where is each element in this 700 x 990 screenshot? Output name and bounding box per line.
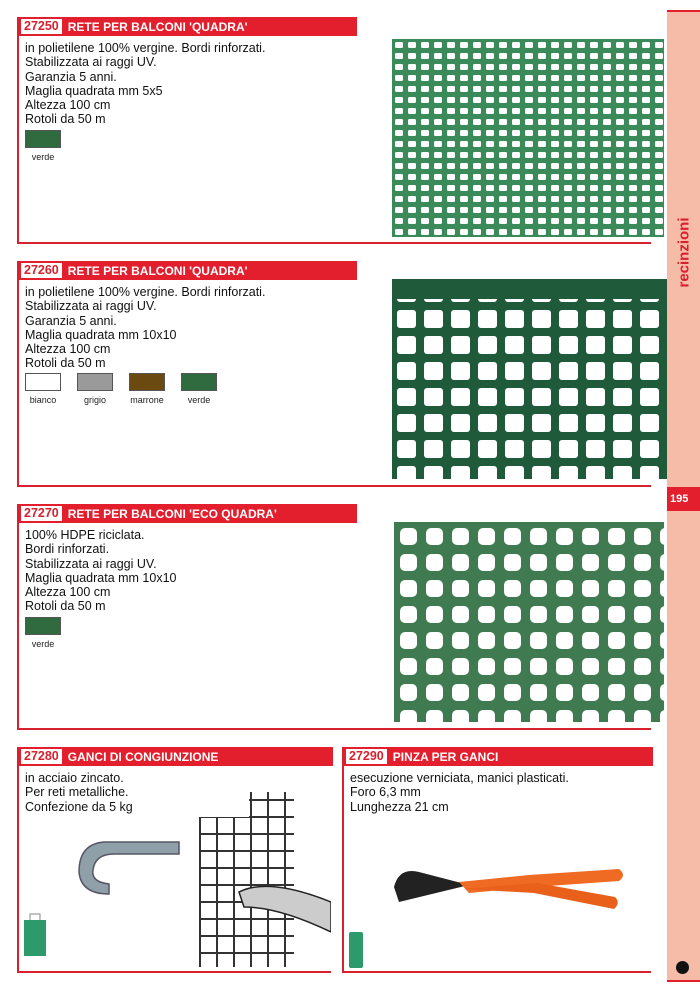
product-code: 27250: [21, 19, 62, 34]
desc-line: Foro 6,3 mm: [350, 785, 421, 800]
color-swatches: verde: [25, 130, 61, 162]
product-header: 27250 RETE PER BALCONI 'QUADRA': [19, 17, 357, 36]
page-number: 195: [667, 487, 700, 511]
product-header: 27290 PINZA PER GANCI: [344, 747, 653, 766]
product-code: 27290: [346, 749, 387, 764]
desc-line: Altezza 100 cm: [25, 98, 111, 113]
desc-line: Lunghezza 21 cm: [350, 799, 449, 814]
product-title: RETE PER BALCONI 'ECO QUADRA': [67, 506, 277, 521]
mesh-pliers-image: [199, 792, 331, 967]
desc-line: Stabilizzata ai raggi UV.: [25, 556, 157, 571]
desc-line: Garanzia 5 anni.: [25, 69, 117, 84]
swatch-grigio: grigio: [77, 373, 113, 405]
product-description: esecuzione verniciata, manici plasticati…: [350, 771, 569, 814]
desc-line: Confezione da 5 kg: [25, 799, 133, 814]
product-title: GANCI DI CONGIUNZIONE: [67, 749, 219, 764]
desc-line: Maglia quadrata mm 10x10: [25, 570, 177, 585]
swatch-verde: verde: [181, 373, 217, 405]
desc-line: Maglia quadrata mm 10x10: [25, 327, 177, 342]
desc-line: Garanzia 5 anni.: [25, 313, 117, 328]
product-27270: 27270 RETE PER BALCONI 'ECO QUADRA' 100% …: [17, 504, 664, 730]
desc-line: Rotoli da 50 m: [25, 599, 106, 614]
product-27250: 27250 RETE PER BALCONI 'QUADRA' in poliet…: [17, 17, 664, 244]
desc-line: esecuzione verniciata, manici plasticati…: [350, 771, 569, 785]
swatch-bianco: bianco: [25, 373, 61, 405]
package-icon: [24, 913, 46, 956]
desc-line: Stabilizzata ai raggi UV.: [25, 55, 157, 70]
desc-line: in acciaio zincato.: [25, 771, 124, 785]
product-header: 27270 RETE PER BALCONI 'ECO QUADRA': [19, 504, 357, 523]
desc-line: in polietilene 100% vergine. Bordi rinfo…: [25, 41, 266, 55]
color-swatches: verde: [25, 617, 61, 649]
product-code: 27270: [21, 506, 62, 521]
product-27280: 27280 GANCI DI CONGIUNZIONE in acciaio zi…: [17, 747, 333, 973]
swatch-marrone: marrone: [129, 373, 165, 405]
product-description: 100% HDPE riciclata. Bordi rinforzati. Sta…: [25, 528, 176, 614]
pliers-image: [394, 869, 623, 909]
hook-image: [78, 841, 180, 895]
brand-logo-icon: [676, 961, 689, 974]
desc-line: Stabilizzata ai raggi UV.: [25, 299, 157, 314]
net-image-5x5: [392, 39, 664, 237]
product-code: 27260: [21, 263, 62, 278]
desc-line: Altezza 100 cm: [25, 342, 111, 357]
product-title: RETE PER BALCONI 'QUADRA': [67, 19, 248, 34]
category-label: recinzioni: [667, 202, 700, 302]
desc-line: Rotoli da 50 m: [25, 356, 106, 371]
desc-line: Per reti metalliche.: [25, 785, 129, 800]
desc-line: Maglia quadrata mm 5x5: [25, 83, 163, 98]
swatch-verde: verde: [25, 617, 61, 649]
package-icon: [349, 932, 363, 968]
desc-line: in polietilene 100% vergine. Bordi rinfo…: [25, 285, 266, 299]
product-header: 27280 GANCI DI CONGIUNZIONE: [19, 747, 333, 766]
product-27290: 27290 PINZA PER GANCI esecuzione vernicia…: [342, 747, 653, 973]
net-image-10x10: [392, 279, 667, 479]
product-description: in acciaio zincato. Per reti metalliche. C…: [25, 771, 133, 814]
desc-line: Bordi rinforzati.: [25, 542, 110, 557]
product-title: RETE PER BALCONI 'QUADRA': [67, 263, 248, 278]
color-swatches: bianco grigio marrone verde: [25, 373, 217, 405]
desc-line: Rotoli da 50 m: [25, 112, 106, 127]
product-code: 27280: [21, 749, 62, 764]
product-title: PINZA PER GANCI: [392, 749, 499, 764]
product-27260: 27260 RETE PER BALCONI 'QUADRA' in poliet…: [17, 261, 667, 487]
sidebar-tab: recinzioni 195: [667, 10, 700, 982]
swatch-verde: verde: [25, 130, 61, 162]
product-description: in polietilene 100% vergine. Bordi rinfo…: [25, 285, 265, 371]
product-description: in polietilene 100% vergine. Bordi rinfo…: [25, 41, 265, 127]
category-text: recinzioni: [675, 216, 693, 288]
desc-line: Altezza 100 cm: [25, 585, 111, 600]
desc-line: 100% HDPE riciclata.: [25, 528, 145, 542]
net-image-eco: [394, 522, 664, 722]
product-header: 27260 RETE PER BALCONI 'QUADRA': [19, 261, 357, 280]
